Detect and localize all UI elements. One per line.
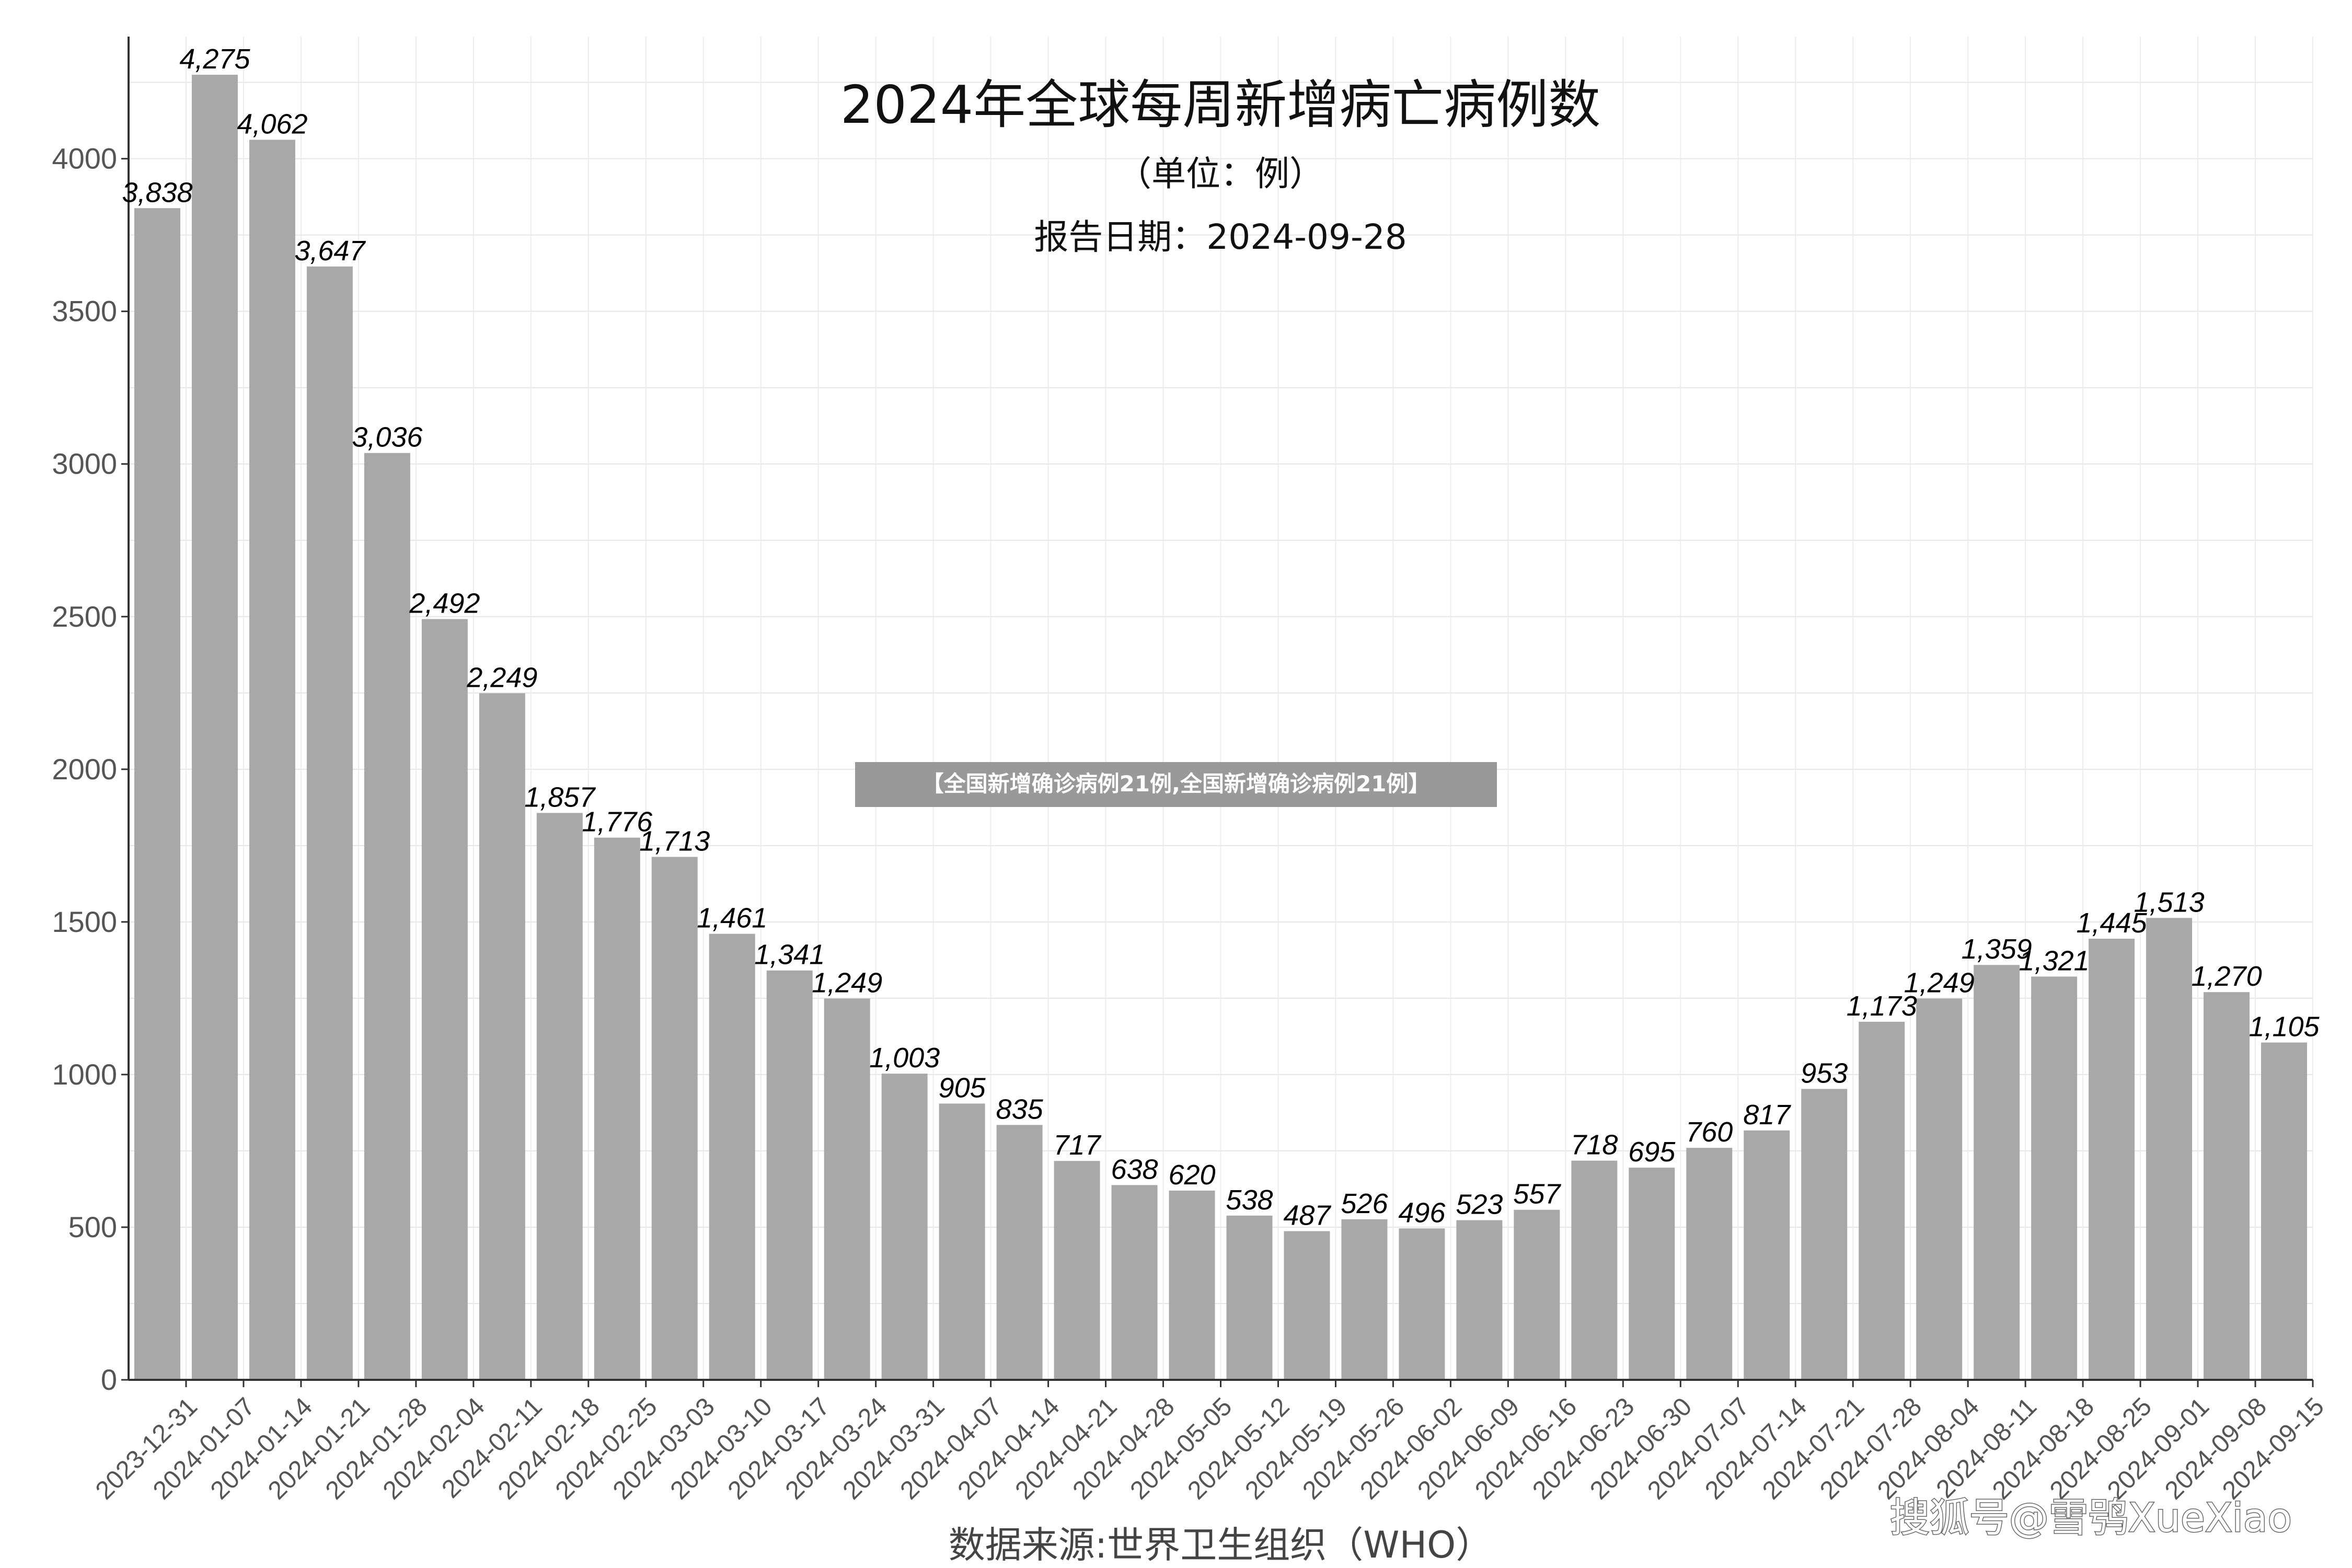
bar <box>191 75 238 1380</box>
bar <box>479 693 525 1380</box>
y-tick-label: 2500 <box>52 600 117 633</box>
bar <box>1974 965 2020 1380</box>
data-label: 2,492 <box>409 587 480 619</box>
data-label: 523 <box>1456 1189 1503 1220</box>
y-tick-label: 1500 <box>52 905 117 938</box>
bar <box>2261 1042 2308 1380</box>
data-label: 905 <box>939 1072 986 1103</box>
data-label: 760 <box>1686 1116 1733 1148</box>
bar <box>306 266 353 1380</box>
data-label: 3,036 <box>352 422 423 453</box>
bar <box>1169 1190 1215 1380</box>
data-label: 1,003 <box>869 1042 940 1074</box>
watermark: 搜狐号@雪鸮XueXiao <box>1890 1494 2292 1541</box>
bar <box>134 208 180 1380</box>
data-label: 3,838 <box>122 177 192 208</box>
data-label: 496 <box>1398 1197 1446 1228</box>
data-label: 2,249 <box>466 662 537 693</box>
data-label: 1,857 <box>524 781 596 813</box>
bar <box>1226 1215 1273 1380</box>
y-tick-label: 1000 <box>52 1058 117 1091</box>
bar <box>249 140 295 1380</box>
x-axis-label: 数据来源:世界卫生组织（WHO） <box>949 1524 1493 1566</box>
y-tick-label: 3000 <box>52 447 117 480</box>
y-tick-label: 0 <box>101 1363 117 1396</box>
data-label: 1,341 <box>754 939 825 971</box>
bar <box>594 837 640 1380</box>
data-label: 835 <box>996 1093 1044 1125</box>
data-label: 1,445 <box>2077 907 2148 939</box>
bar <box>364 453 410 1380</box>
bar <box>2204 992 2250 1380</box>
data-label: 817 <box>1743 1099 1791 1131</box>
data-label: 638 <box>1111 1154 1158 1185</box>
data-label: 1,359 <box>1962 933 2032 965</box>
bar <box>1456 1220 1503 1380</box>
data-label: 526 <box>1341 1188 1388 1219</box>
data-label: 1,270 <box>2191 961 2262 992</box>
data-label: 1,249 <box>1904 967 1975 998</box>
bar <box>709 933 755 1380</box>
bar <box>1341 1219 1388 1380</box>
bar <box>881 1074 928 1380</box>
bar <box>1399 1228 1445 1380</box>
data-label: 1,105 <box>2249 1011 2320 1043</box>
data-label: 717 <box>1054 1129 1102 1161</box>
data-label: 3,647 <box>294 235 366 267</box>
bar <box>1629 1168 1675 1380</box>
data-label: 1,321 <box>2019 945 2090 976</box>
data-label: 1,713 <box>639 825 710 857</box>
bar <box>1744 1130 1790 1380</box>
bar <box>1514 1209 1560 1380</box>
bar <box>2146 918 2193 1380</box>
bar <box>2031 976 2078 1380</box>
bar <box>1916 998 1963 1380</box>
bar <box>1859 1021 1905 1380</box>
bar <box>766 970 813 1380</box>
bar <box>1111 1185 1158 1380</box>
bars <box>134 75 2308 1380</box>
data-label: 557 <box>1513 1179 1561 1210</box>
y-tick-labels: 0 500 1000 1500 2000 2500 3000 3500 4000 <box>52 142 129 1396</box>
bar <box>1801 1089 1848 1380</box>
data-label: 4,275 <box>179 43 250 75</box>
data-labels: 3,838 4,275 4,062 3,647 3,036 2,492 2,249 1,857… <box>122 43 2320 1231</box>
y-tick-label: 4000 <box>52 142 117 175</box>
y-tick-label: 2000 <box>52 753 117 786</box>
bar <box>651 857 698 1380</box>
bar <box>1571 1160 1618 1380</box>
x-tick-labels: 2023-12-312024-01-072024-01-142024-01-21… <box>90 1380 2330 1505</box>
y-tick-label: 3500 <box>52 295 117 328</box>
data-label: 1,173 <box>1847 990 1917 1022</box>
bar <box>536 813 583 1380</box>
data-label: 953 <box>1801 1057 1848 1089</box>
bar <box>2089 938 2135 1380</box>
bar <box>1284 1231 1330 1380</box>
bar <box>996 1125 1043 1380</box>
chart-subtitle: （单位：例） <box>1117 154 1324 194</box>
bar <box>824 998 870 1380</box>
data-label: 487 <box>1283 1200 1331 1231</box>
chart-title: 2024年全球每周新增病亡病例数 <box>840 74 1601 135</box>
data-label: 620 <box>1168 1159 1215 1191</box>
data-label: 538 <box>1226 1184 1273 1216</box>
banner-background <box>855 762 1497 807</box>
banner-text: 【全国新增确诊病例21例,全国新增确诊病例21例】 <box>922 771 1431 797</box>
data-label: 1,776 <box>582 806 653 838</box>
data-label: 1,461 <box>697 903 767 934</box>
bar <box>939 1103 985 1380</box>
report-date: 报告日期：2024-09-28 <box>1034 217 1407 257</box>
bar <box>1686 1148 1733 1380</box>
bar <box>1054 1161 1100 1380</box>
bar <box>421 619 468 1380</box>
data-label: 695 <box>1628 1136 1676 1168</box>
data-label: 1,513 <box>2134 886 2204 918</box>
data-label: 4,062 <box>237 108 307 140</box>
data-label: 1,249 <box>812 967 882 998</box>
banner: 【全国新增确诊病例21例,全国新增确诊病例21例】 <box>855 762 1497 807</box>
data-label: 718 <box>1571 1129 1618 1161</box>
y-tick-label: 500 <box>68 1210 117 1243</box>
